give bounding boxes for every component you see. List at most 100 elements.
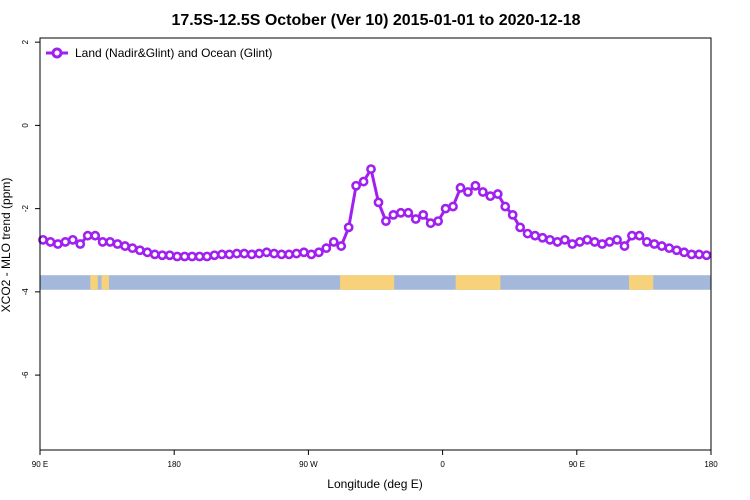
data-point [157, 250, 168, 261]
data-point [664, 243, 675, 254]
data-point [299, 247, 309, 258]
data-point [477, 187, 488, 197]
data-point [507, 209, 518, 220]
data-point [336, 241, 347, 251]
data-point [321, 243, 332, 254]
data-point [381, 216, 391, 227]
data-point [574, 237, 585, 247]
x-tick-label: 180 [704, 460, 718, 469]
y-tick-label: 0 [21, 123, 30, 128]
x-tick-label: 90 W [299, 460, 318, 469]
data-point [276, 249, 287, 260]
data-point [634, 230, 645, 241]
data-point [559, 234, 570, 245]
data-point [127, 243, 138, 254]
data-point [448, 201, 458, 212]
data-point [589, 237, 600, 247]
data-point [425, 218, 436, 229]
x-axis-label: Longitude (deg E) [327, 477, 422, 491]
data-point [75, 239, 86, 249]
x-tick-label: 90 E [32, 460, 48, 469]
data-point [627, 230, 637, 241]
data-point [52, 239, 63, 249]
data-point [455, 182, 466, 193]
x-axis: 90 E 180 90 W 0 90 E 180 [32, 450, 718, 469]
data-point [239, 248, 250, 259]
data-point [231, 248, 242, 259]
data-point [313, 247, 324, 258]
data-point [492, 189, 503, 199]
data-point [202, 251, 212, 262]
data-point [187, 251, 197, 262]
data-point [209, 250, 220, 261]
land-segment [628, 275, 654, 290]
data-point [328, 237, 339, 247]
data-point [60, 237, 71, 247]
data-point [291, 248, 302, 259]
data-point [373, 197, 384, 208]
data-point [254, 248, 265, 259]
chart-title: 17.5S-12.5S October (Ver 10) 2015-01-01 … [171, 12, 580, 29]
data-point [358, 176, 369, 187]
data-point [530, 230, 540, 241]
data-point [619, 241, 630, 251]
data-point [246, 249, 257, 260]
data-point [686, 249, 697, 260]
plot-area [38, 164, 712, 290]
land-segment [455, 275, 501, 290]
data-point [470, 180, 481, 191]
data-point [217, 249, 227, 260]
y-tick-label: 2 [21, 39, 30, 44]
data-point [142, 247, 153, 258]
data-point [112, 239, 123, 249]
data-point [67, 234, 78, 245]
data-point [671, 245, 682, 256]
data-point [656, 241, 667, 251]
land-segment [90, 275, 98, 290]
data-point [545, 234, 555, 245]
x-tick-label: 90 E [569, 460, 585, 469]
data-point [679, 247, 690, 258]
data-point [97, 237, 108, 247]
data-point [82, 230, 93, 241]
data-point [701, 250, 712, 261]
data-point [366, 164, 376, 174]
data-point [567, 239, 578, 249]
x-tick-label: 180 [168, 460, 182, 469]
data-point [403, 207, 414, 218]
data-point [537, 232, 548, 243]
land-segment [340, 275, 395, 290]
y-axis: -6 -4 -2 0 2 [21, 39, 40, 379]
y-tick-label: -2 [21, 205, 30, 213]
data-point [164, 250, 175, 261]
y-tick-label: -6 [21, 371, 30, 379]
plot-frame [39, 37, 712, 451]
legend-marker [51, 47, 63, 59]
data-point [172, 251, 183, 262]
data-point [485, 191, 496, 202]
data-point [179, 251, 190, 262]
data-point [120, 241, 130, 251]
data-point [582, 234, 593, 245]
data-point [306, 249, 317, 260]
data-point [224, 249, 235, 260]
legend-label: Land (Nadir&Glint) and Ocean (Glint) [75, 46, 272, 60]
data-point [351, 180, 362, 191]
data-point [597, 239, 608, 249]
data-point [90, 230, 101, 241]
data-point [284, 249, 294, 260]
data-point [612, 234, 622, 245]
data-point [649, 239, 660, 249]
data-point [388, 209, 399, 220]
y-tick-label: -4 [21, 288, 30, 296]
data-point [463, 187, 473, 197]
data-point [604, 237, 615, 247]
data-point [694, 249, 704, 260]
data-point [261, 247, 272, 258]
data-point [105, 237, 115, 247]
data-point [500, 201, 511, 212]
data-point [410, 214, 421, 224]
data-point [395, 207, 406, 218]
data-point [343, 222, 354, 233]
